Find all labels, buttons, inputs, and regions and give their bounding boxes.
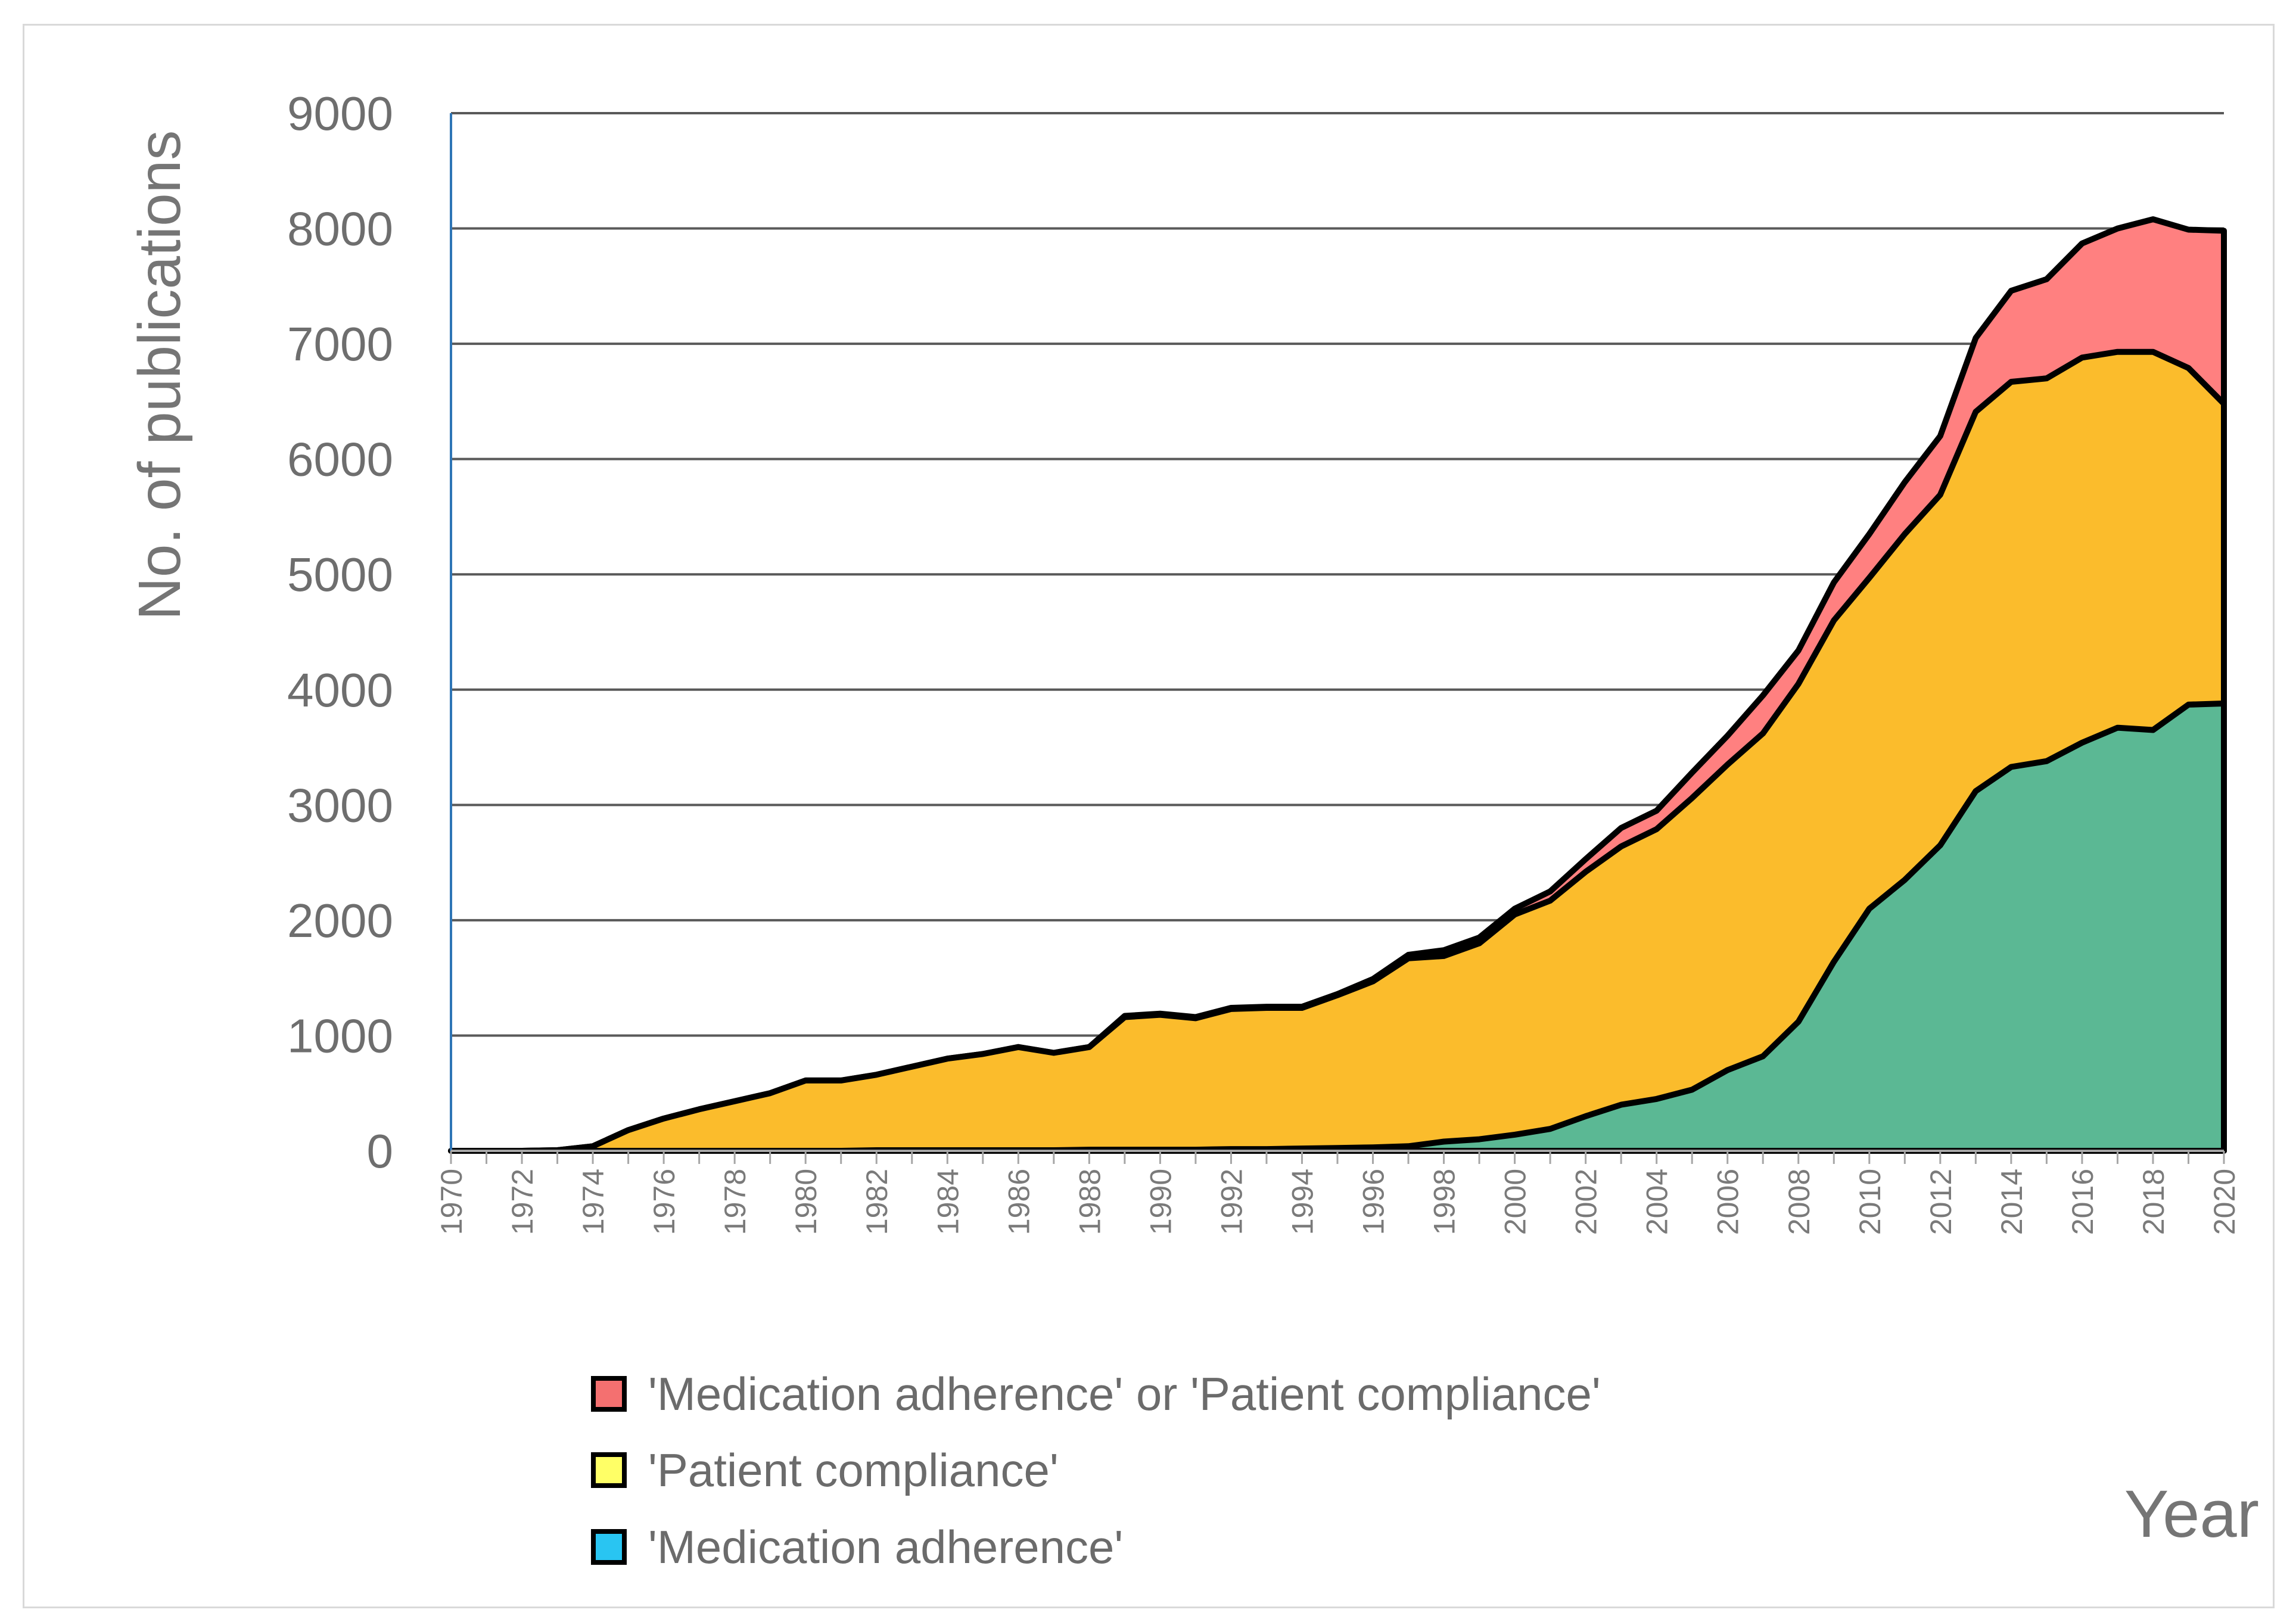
legend-label: 'Patient compliance' — [648, 1444, 1059, 1496]
y-tick-label: 6000 — [287, 433, 393, 486]
y-tick-label: 8000 — [287, 203, 393, 256]
x-tick-label: 1986 — [1002, 1169, 1035, 1235]
x-tick-label: 1992 — [1215, 1169, 1248, 1235]
x-tick-label: 1984 — [931, 1169, 965, 1235]
x-tick-label: 2020 — [2208, 1169, 2241, 1235]
x-tick-label: 1998 — [1428, 1169, 1461, 1235]
legend-label: 'Medication adherence' or 'Patient compl… — [648, 1368, 1601, 1420]
x-tick-label: 1980 — [789, 1169, 823, 1235]
legend-swatch — [591, 1452, 627, 1488]
legend-swatch — [591, 1376, 627, 1412]
legend-swatch — [591, 1529, 627, 1565]
x-tick-label: 1978 — [718, 1169, 752, 1235]
y-tick-label: 2000 — [287, 894, 393, 947]
legend: 'Medication adherence' or 'Patient compl… — [591, 1368, 1601, 1573]
area-series-2 — [448, 348, 2227, 1154]
y-tick-label: 0 — [367, 1125, 394, 1178]
x-tick-label: 2010 — [1853, 1169, 1887, 1235]
x-tick-label: 2004 — [1641, 1169, 1674, 1235]
x-axis-title: Year — [2124, 1477, 2259, 1551]
x-tick-label: 1988 — [1073, 1169, 1106, 1235]
y-axis-title: No. of publications — [126, 130, 193, 621]
series-areas — [448, 216, 2227, 1154]
x-axis-ticks: 1970 1972 1974 1976 1978 1980 1982 1984 1986 1988… — [435, 1151, 2241, 1235]
chart-frame — [23, 24, 2275, 1608]
legend-label: 'Medication adherence' — [648, 1521, 1123, 1573]
y-tick-label: 1000 — [287, 1009, 393, 1062]
y-tick-label: 9000 — [287, 87, 393, 140]
x-tick-label: 1970 — [435, 1169, 468, 1235]
x-tick-label: 2016 — [2066, 1169, 2099, 1235]
x-tick-label: 2000 — [1499, 1169, 1532, 1235]
x-tick-label: 1974 — [577, 1169, 610, 1235]
x-tick-label: 1982 — [860, 1169, 894, 1235]
x-tick-label: 1972 — [506, 1169, 539, 1235]
x-tick-label: 2012 — [1924, 1169, 1958, 1235]
x-tick-label: 2008 — [1782, 1169, 1816, 1235]
y-tick-label: 4000 — [287, 664, 393, 717]
y-tick-label: 5000 — [287, 548, 393, 601]
y-axis-ticks: 0 1000 2000 3000 4000 5000 6000 7000 8000 9000 — [287, 87, 393, 1178]
x-tick-label: 1994 — [1286, 1169, 1319, 1235]
y-tick-label: 3000 — [287, 779, 393, 832]
x-tick-label: 2014 — [1995, 1169, 2029, 1235]
x-tick-label: 2002 — [1570, 1169, 1603, 1235]
x-tick-label: 2006 — [1712, 1169, 1745, 1235]
x-tick-label: 2018 — [2137, 1169, 2170, 1235]
x-tick-label: 1990 — [1144, 1169, 1177, 1235]
y-tick-label: 7000 — [287, 317, 393, 371]
x-tick-label: 1976 — [648, 1169, 681, 1235]
x-tick-label: 1996 — [1357, 1169, 1390, 1235]
